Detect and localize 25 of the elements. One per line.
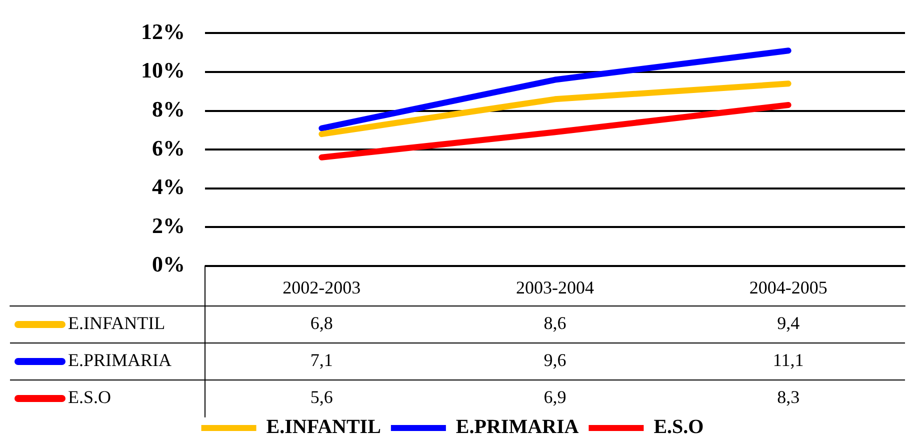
legend-label: E.PRIMARIA [68,350,172,370]
text: E.S.O [68,387,112,408]
y-tick-label: 10% [141,58,185,83]
x-tick-label: 2004-2005 [749,278,828,298]
y-tick-label: 2% [152,212,185,238]
x-tick-label: 2002-2003 [282,278,361,298]
data-label: 9,4 [777,313,800,334]
data-label: 11,1 [772,350,804,370]
text: E.INFANTIL [266,416,381,438]
y-tick-label: 8% [152,96,185,122]
y-tick-label: 0% [152,252,185,277]
data-label: 8,6 [544,313,566,334]
data-label: 9,6 [544,350,566,370]
data-label: 6,9 [544,387,566,408]
data-label: 6,8 [310,313,333,334]
y-tick-label: 6% [152,135,185,160]
legend-label: E.S.O [654,416,704,438]
data-label: 5,6 [310,387,333,408]
y-tick-label: 12% [141,18,185,44]
x-tick-label: 2003-2004 [516,278,594,298]
data-label: 8,3 [777,387,800,408]
y-tick-label: 4% [152,174,185,200]
text: E.PRIMARIA [456,416,579,438]
legend-label: E.INFANTIL [68,313,166,334]
data-label: 7,1 [310,350,333,370]
